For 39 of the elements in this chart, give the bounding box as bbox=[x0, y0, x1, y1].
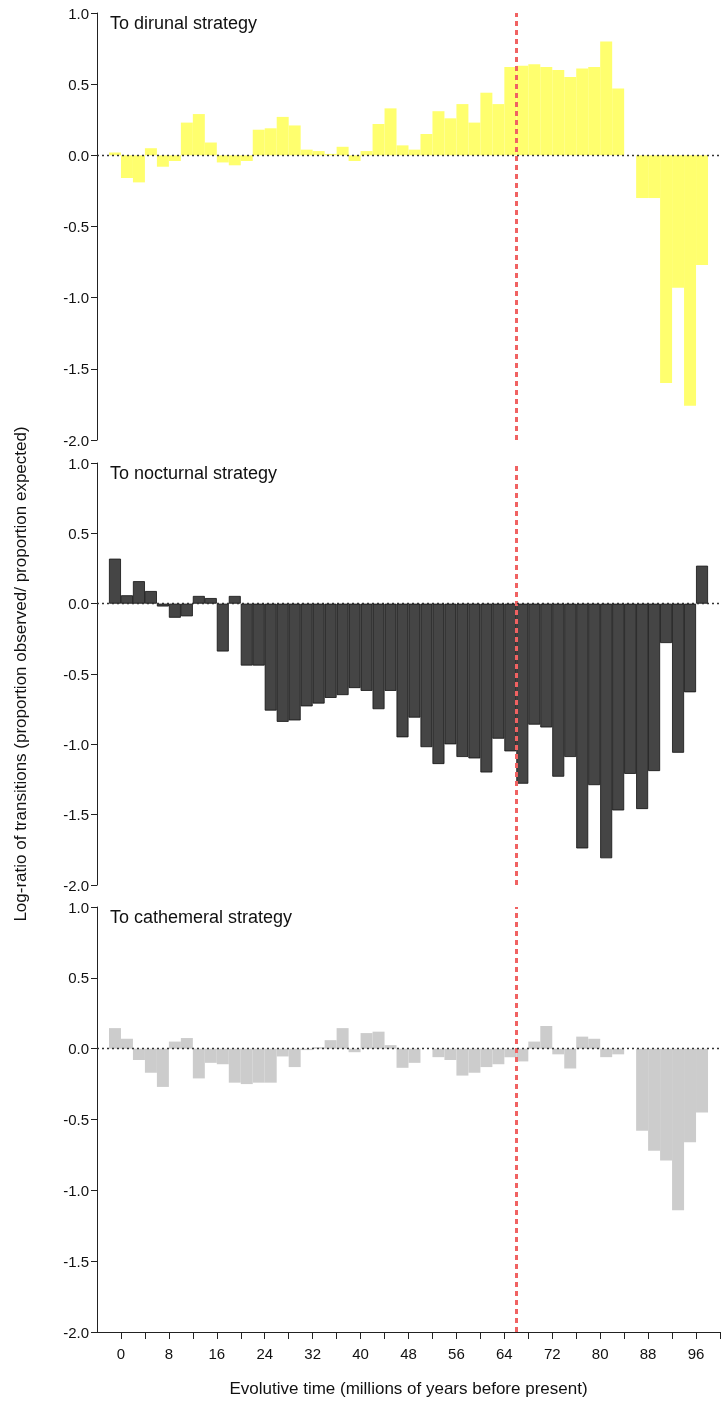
y-tick-label: -2.0 bbox=[63, 1323, 89, 1341]
y-tick-label: -1.5 bbox=[63, 806, 89, 824]
x-tick-label: 16 bbox=[208, 1345, 226, 1362]
y-tick-label: 1.0 bbox=[68, 454, 89, 472]
y-tick-label: -1.0 bbox=[63, 735, 89, 753]
y-tick-label: -1.5 bbox=[63, 360, 89, 378]
x-tick-label: 96 bbox=[687, 1345, 705, 1362]
x-tick-label: 72 bbox=[543, 1345, 561, 1362]
y-tick-label: 0.5 bbox=[68, 75, 89, 93]
x-tick-label: 56 bbox=[448, 1345, 465, 1362]
y-tick-label: 0.0 bbox=[68, 1040, 89, 1058]
x-tick-label: 40 bbox=[352, 1345, 369, 1362]
x-tick-label: 80 bbox=[591, 1345, 609, 1362]
x-axis-title: Evolutive time (millions of years before present) bbox=[229, 1379, 588, 1398]
y-tick-label: -1.5 bbox=[63, 1252, 89, 1270]
y-tick-label: -0.5 bbox=[63, 665, 89, 683]
chart-title: To dirunal strategy bbox=[110, 13, 258, 33]
y-tick-label: 0.0 bbox=[68, 595, 89, 613]
y-tick-label: -1.0 bbox=[63, 289, 89, 307]
y-tick-label: 1.0 bbox=[68, 4, 89, 22]
y-tick-label: -2.0 bbox=[63, 431, 89, 449]
y-tick-label: -0.5 bbox=[63, 218, 89, 235]
y-tick-label: -1.0 bbox=[63, 1181, 89, 1199]
y-tick-label: -2.0 bbox=[63, 876, 89, 894]
y-tick-label: 0.5 bbox=[68, 524, 89, 542]
x-tick-label: 32 bbox=[304, 1345, 321, 1362]
x-tick-label: 0 bbox=[116, 1345, 126, 1362]
y-axis-title: Log-ratio of transitions (proportion observed/ proportion expected) bbox=[10, 426, 31, 922]
x-tick-label: 64 bbox=[496, 1345, 513, 1362]
y-tick-label: 1.0 bbox=[68, 898, 89, 916]
x-tick-label: 48 bbox=[400, 1345, 417, 1362]
chart-title: To cathemeral strategy bbox=[110, 907, 293, 927]
y-tick-label: -0.5 bbox=[63, 1111, 89, 1128]
chart-title: To nocturnal strategy bbox=[110, 463, 278, 483]
x-tick-label: 24 bbox=[256, 1345, 274, 1362]
y-tick-label: 0.5 bbox=[68, 969, 89, 987]
x-tick-label: 88 bbox=[639, 1345, 657, 1362]
x-tick-label: 8 bbox=[164, 1345, 174, 1362]
y-tick-label: 0.0 bbox=[68, 146, 89, 164]
